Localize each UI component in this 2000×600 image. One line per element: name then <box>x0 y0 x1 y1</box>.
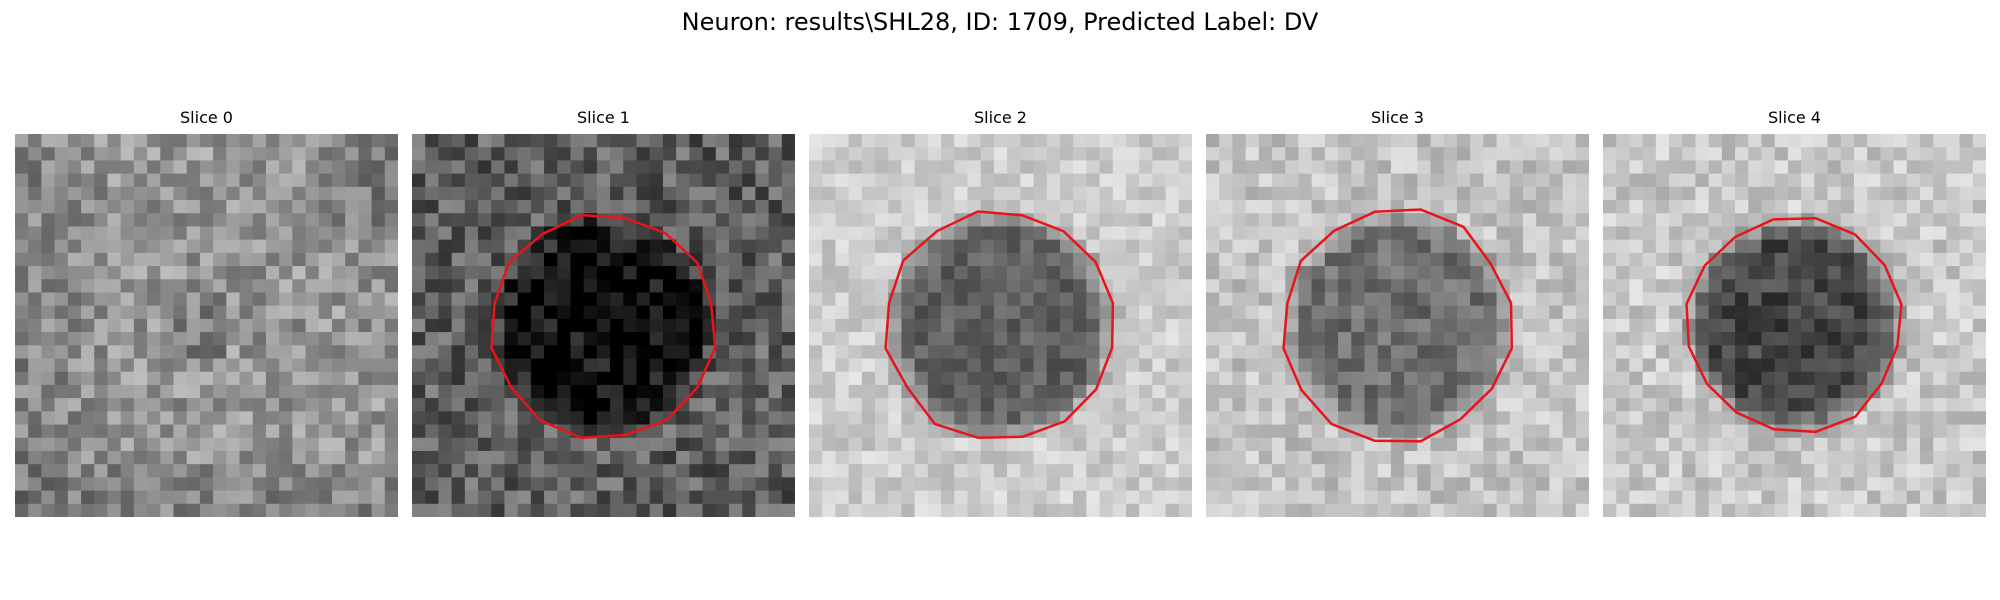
slice-title: Slice 1 <box>577 108 630 127</box>
roi-contour <box>1282 208 1514 443</box>
pixel-grid <box>15 134 398 517</box>
slice-1-svg <box>412 134 795 517</box>
slice-image <box>809 134 1192 517</box>
slice-2-svg <box>809 134 1192 517</box>
pixel-grid <box>412 134 795 517</box>
slice-4-svg <box>1603 134 1986 517</box>
slice-title: Slice 3 <box>1371 108 1424 127</box>
slice-image <box>412 134 795 517</box>
slice-3-svg <box>1206 134 1589 517</box>
pixel-grid <box>809 134 1192 517</box>
slice-title: Slice 0 <box>180 108 233 127</box>
roi-contour <box>884 210 1115 440</box>
pixel-grid <box>1603 134 1986 517</box>
roi-contour <box>1685 216 1903 434</box>
roi-contour <box>490 213 717 440</box>
slice-image <box>1603 134 1986 517</box>
pixel-grid <box>1206 134 1589 517</box>
figure-title: Neuron: results\SHL28, ID: 1709, Predict… <box>681 8 1319 36</box>
slice-title: Slice 2 <box>974 108 1027 127</box>
slice-title: Slice 4 <box>1768 108 1821 127</box>
slice-image <box>15 134 398 517</box>
slice-image <box>1206 134 1589 517</box>
slice-0-svg <box>15 134 398 517</box>
